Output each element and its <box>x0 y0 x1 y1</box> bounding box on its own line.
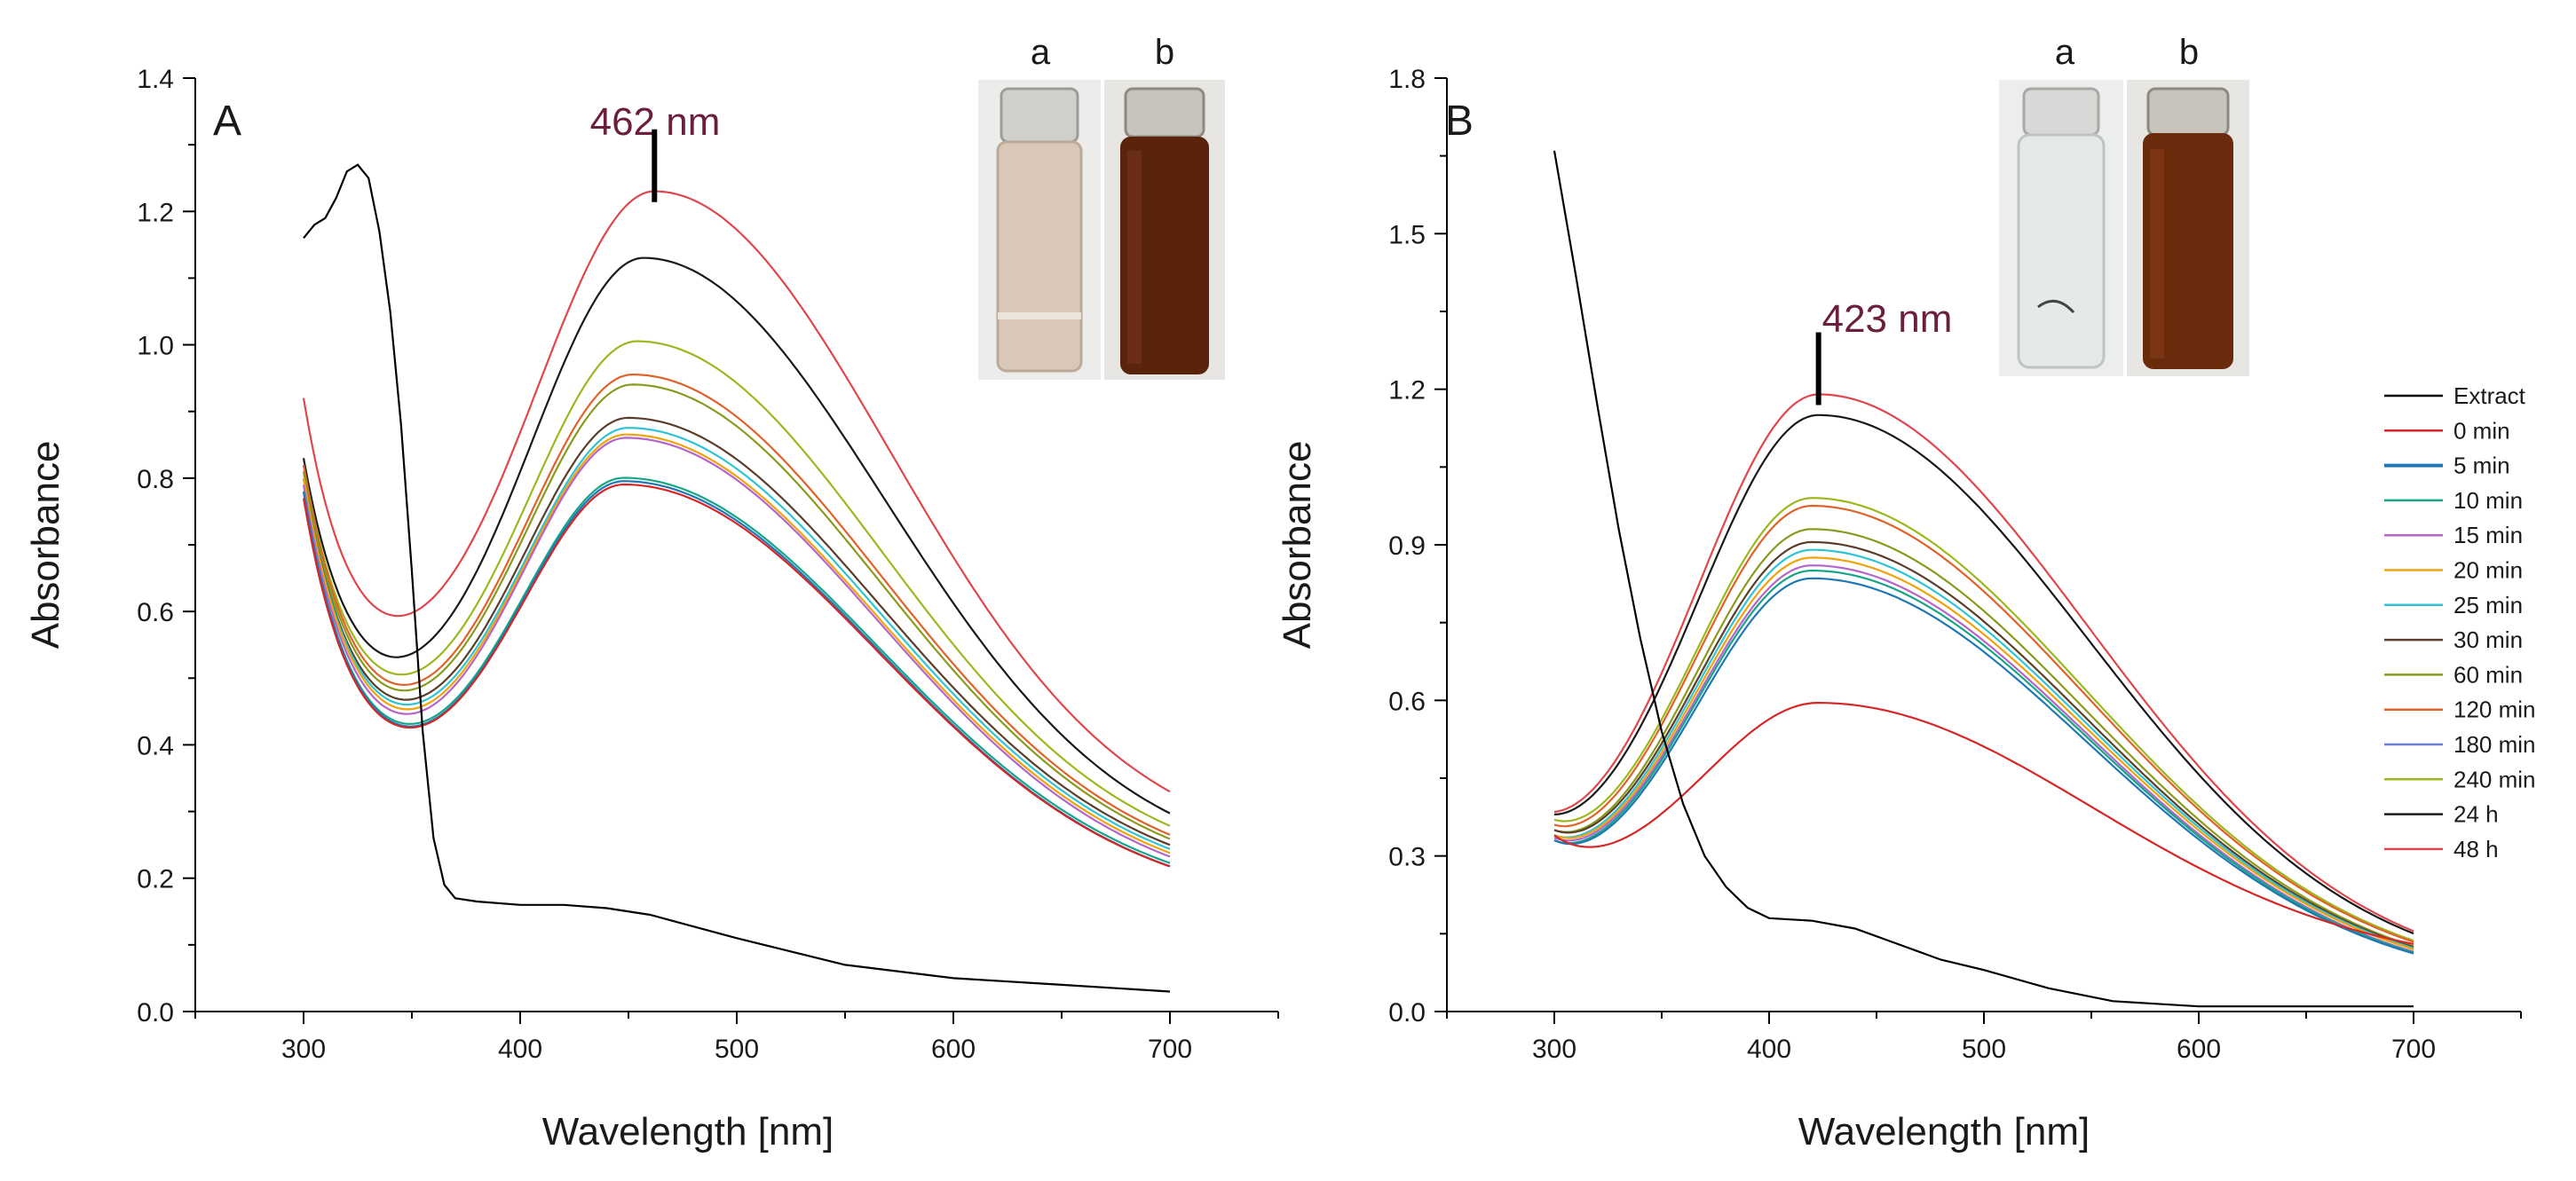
panel-a-series-0-min <box>302 483 1171 868</box>
legend-label: 180 min <box>2454 731 2536 758</box>
panel-a-vial-a-photo <box>978 80 1101 380</box>
panel-a-y-tick-label: 0.8 <box>137 465 174 494</box>
panel-b-series-24-h <box>1553 413 2414 935</box>
panel-b-inset-label-a: a <box>2055 33 2075 72</box>
panel-b-y-tick-label: 1.2 <box>1388 376 1426 405</box>
panel-b-y-tick-label: 1.5 <box>1388 220 1426 249</box>
panel-a-y-tick-label: 0.2 <box>137 865 174 894</box>
legend-label: 60 min <box>2454 661 2523 688</box>
panel-b-y-tick-label: 0.0 <box>1388 998 1426 1027</box>
panel-b-series-25-min <box>1553 548 2414 949</box>
panel-a-x-tick-label: 300 <box>281 1035 326 1064</box>
panel-b-axes: 300 400 500 600 700 0.0 0.3 0.6 0.9 1.2 1.5 1.8 <box>1388 65 2522 1064</box>
panel-b: 300 400 500 600 700 0.0 0.3 0.6 0.9 1.2 1.5 1.8 B W… <box>1276 33 2536 1153</box>
panel-a-y-tick-label: 1.2 <box>137 198 174 227</box>
legend-label: 25 min <box>2454 592 2523 618</box>
panel-a-series-240-min <box>302 340 1171 827</box>
panel-a-x-tick-label: 500 <box>715 1035 759 1064</box>
panel-b-series-60-min <box>1553 528 2414 948</box>
panel-b-x-tick-label: 300 <box>1532 1035 1576 1064</box>
panel-a-x-tick-label: 700 <box>1148 1035 1192 1064</box>
panel-b-x-tick-label: 500 <box>1962 1035 2006 1064</box>
panel-a-axes: 300 400 500 600 700 0.0 0.2 0.4 0.6 0.8 1.0 1.2 1.4 <box>137 65 1279 1064</box>
legend-label: 10 min <box>2454 487 2523 514</box>
panel-b-vial-a-photo <box>1999 80 2123 376</box>
panel-b-vial-b-photo <box>2127 80 2249 376</box>
panel-a-series-24-h <box>302 256 1171 815</box>
panel-b-y-tick-label: 0.6 <box>1388 687 1426 716</box>
panel-b-legend: Extract 0 min 5 min 10 min 15 min 20 min 25 mi… <box>2384 382 2536 862</box>
panel-a-y-tick-label: 0.4 <box>137 731 174 760</box>
panel-b-x-tick-label: 400 <box>1747 1035 1791 1064</box>
panel-a-y-tick-label: 1.0 <box>137 332 174 361</box>
panel-b-letter: B <box>1445 98 1474 145</box>
legend-label: 48 h <box>2454 836 2499 862</box>
panel-a-y-tick-label: 1.4 <box>137 65 174 94</box>
panel-b-x-axis-title: Wavelength [nm] <box>1798 1110 2090 1153</box>
panel-a: 300 400 500 600 7000.00.20.40.60.81.01.21.4 … <box>24 33 1279 1153</box>
legend-label: 5 min <box>2454 453 2510 479</box>
panel-b-x-tick-label: 600 <box>2177 1035 2221 1064</box>
panel-a-y-tick-label: 0.6 <box>137 598 174 627</box>
panel-a-series-20-min <box>302 433 1171 854</box>
panel-b-x-tick-label: 700 <box>2391 1035 2436 1064</box>
panel-b-series-extract <box>1553 150 2414 1008</box>
panel-b-peak-label: 423 nm <box>1822 297 1953 341</box>
panel-a-curves <box>302 163 1171 993</box>
panel-a-inset-photos: a b <box>978 33 1225 380</box>
panel-a-series-extract <box>303 163 1171 993</box>
panel-b-series-48-h <box>1553 393 2414 933</box>
legend-label: 20 min <box>2454 557 2523 584</box>
panel-b-series-10-min <box>1553 569 2414 954</box>
panel-a-y-tick-label: 0.0 <box>137 998 174 1027</box>
panel-a-x-tick-label: 600 <box>931 1035 976 1064</box>
panel-b-series-0-min <box>1553 702 2414 945</box>
panel-b-inset-photos: a b <box>1999 33 2249 376</box>
panel-a-series-120-min <box>302 373 1171 836</box>
panel-b-series-240-min <box>1553 497 2414 942</box>
panel-a-series-48-h <box>302 190 1171 793</box>
panel-b-series-15-min <box>1553 564 2414 953</box>
panel-b-y-tick-label: 0.3 <box>1388 843 1426 872</box>
panel-b-curves <box>1553 150 2414 1008</box>
legend-label: 24 h <box>2454 801 2499 828</box>
legend-label: 240 min <box>2454 766 2536 792</box>
panel-a-series-15-min <box>302 437 1171 858</box>
legend-label: 0 min <box>2454 417 2510 444</box>
panel-a-inset-label-b: b <box>1155 33 1174 72</box>
panel-b-y-tick-label: 1.8 <box>1388 65 1426 94</box>
panel-a-vial-b-photo <box>1104 80 1225 380</box>
panel-a-y-axis-title: Absorbance <box>24 441 67 650</box>
panel-a-x-tick-label: 400 <box>498 1035 542 1064</box>
panel-a-x-axis-title: Wavelength [nm] <box>542 1110 834 1153</box>
panel-b-series-5-min <box>1553 577 2414 955</box>
panel-a-series-10-min <box>302 476 1171 864</box>
panel-b-y-axis-title: Absorbance <box>1276 441 1319 650</box>
panel-b-series-30-min <box>1553 540 2414 949</box>
panel-a-series-25-min <box>302 427 1171 850</box>
panel-a-series-30-min <box>302 416 1171 846</box>
legend-label: 30 min <box>2454 626 2523 653</box>
panel-b-series-20-min <box>1553 556 2414 950</box>
legend-label: 15 min <box>2454 522 2523 548</box>
panel-a-inset-label-a: a <box>1031 33 1051 72</box>
panel-b-series-120-min <box>1553 504 2414 943</box>
panel-a-letter: A <box>213 98 241 145</box>
panel-b-y-tick-label: 0.9 <box>1388 531 1426 561</box>
legend-label: 120 min <box>2454 697 2536 723</box>
legend-label: Extract <box>2454 382 2526 409</box>
panel-a-series-60-min <box>302 383 1171 840</box>
panel-b-inset-label-b: b <box>2179 33 2199 72</box>
